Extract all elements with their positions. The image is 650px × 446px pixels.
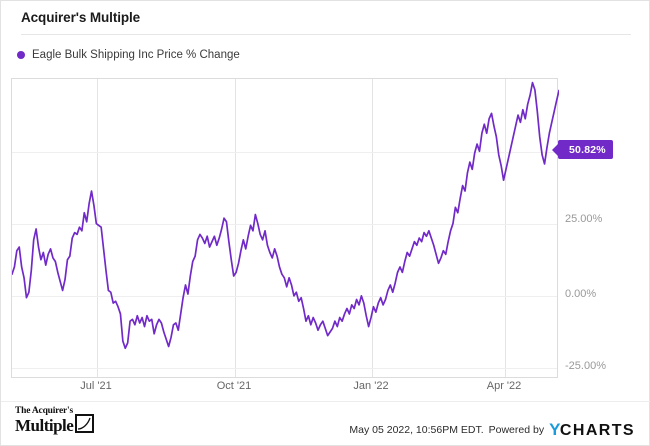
- ycharts-logo-y: Y: [549, 420, 560, 439]
- legend-dot-icon: [17, 51, 25, 59]
- header-divider: [21, 34, 631, 35]
- vertical-gridline: [372, 79, 373, 377]
- brand-wordmark: The Acquirer's Multiple: [15, 406, 74, 435]
- chart-legend: Eagle Bulk Shipping Inc Price % Change: [17, 49, 240, 61]
- horizontal-gridline: [12, 224, 557, 225]
- last-value-label: 50.82%: [569, 143, 606, 156]
- x-axis-tick-label: Apr '22: [486, 380, 522, 392]
- timestamp-label: May 05 2022, 10:56PM EDT.: [349, 424, 484, 436]
- horizontal-gridline: [12, 296, 557, 297]
- price-change-line-chart: [12, 81, 559, 350]
- vertical-gridline: [505, 79, 506, 377]
- brand-line-2: Multiple: [15, 415, 74, 435]
- ycharts-logo-text: CHARTS: [559, 422, 635, 439]
- plot-area: [11, 78, 559, 378]
- ycharts-logo: Y CHARTS: [549, 420, 635, 440]
- brand-line-1: The Acquirer's: [15, 406, 73, 416]
- y-axis-tick-label: 0.00%: [565, 288, 597, 300]
- y-axis-tick-label: -25.00%: [565, 360, 606, 372]
- acquirers-multiple-logo: The Acquirer's Multiple: [15, 406, 95, 435]
- horizontal-gridline: [12, 152, 557, 153]
- x-axis-tick-label: Jul '21: [80, 380, 112, 392]
- page-title: Acquirer's Multiple: [21, 10, 141, 25]
- horizontal-gridline: [12, 368, 557, 369]
- vertical-gridline: [235, 79, 236, 377]
- footer-divider: [1, 401, 650, 402]
- powered-by-label: Powered by: [488, 424, 545, 436]
- series-line-eagle-bulk-shipping: [12, 81, 559, 350]
- legend-item-label: Eagle Bulk Shipping Inc Price % Change: [32, 49, 240, 61]
- last-value-badge: 50.82%: [552, 140, 613, 159]
- chart-credit: May 05 2022, 10:56PM EDT. Powered by Y C…: [349, 420, 635, 440]
- vertical-gridline: [97, 79, 98, 377]
- chart-square-icon: [75, 413, 95, 433]
- x-axis-tick-label: Jan '22: [353, 380, 389, 392]
- y-axis-tick-label: 25.00%: [565, 213, 603, 225]
- x-axis-tick-label: Oct '21: [216, 380, 252, 392]
